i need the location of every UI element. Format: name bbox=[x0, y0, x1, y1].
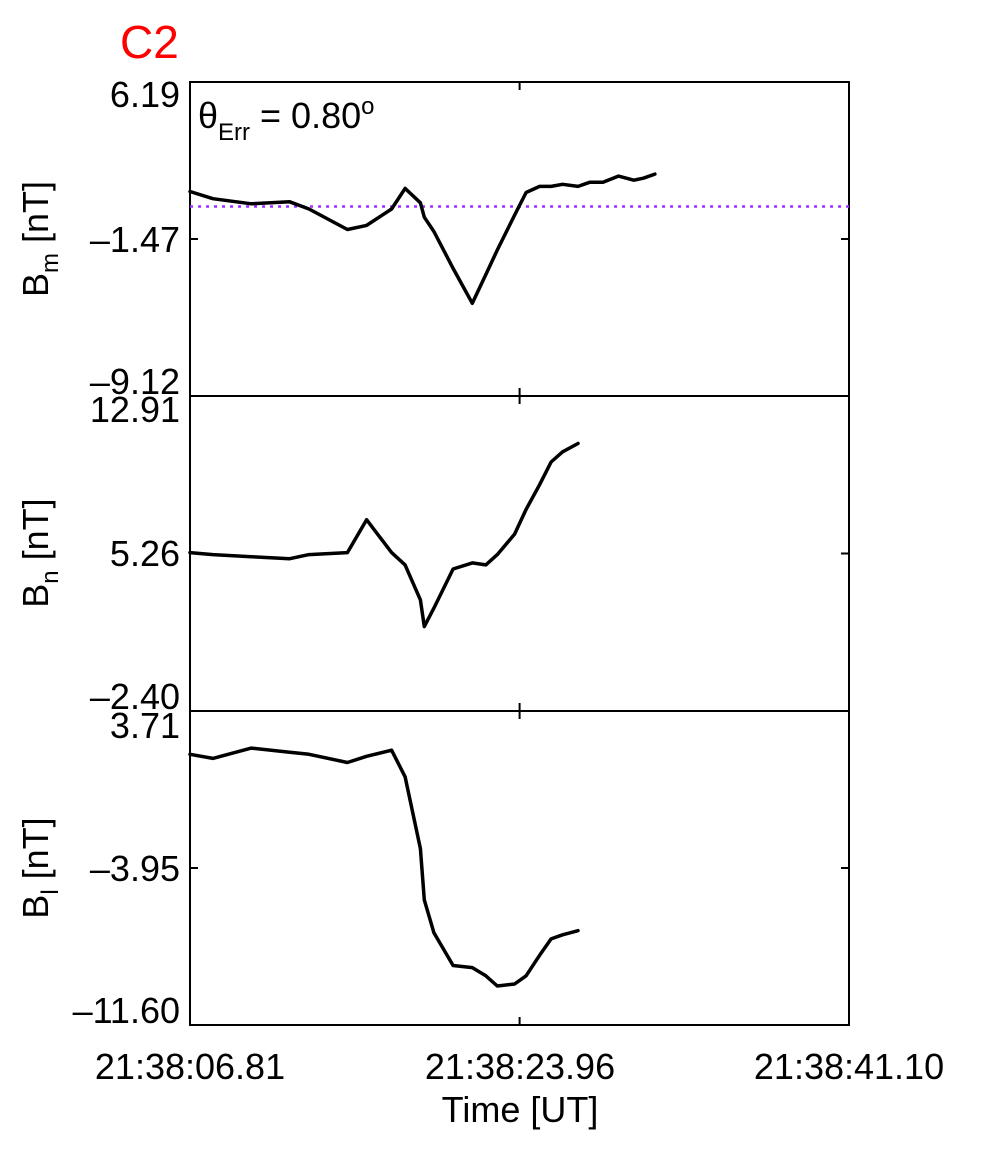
ytick-label-bm-top: 6.19 bbox=[110, 74, 180, 115]
xtick-label-end: 21:38:41.10 bbox=[754, 1046, 944, 1087]
ytick-label-bl-bottom: –11.60 bbox=[73, 990, 180, 1031]
ytick-label-bn-top: 12.91 bbox=[90, 389, 180, 430]
annotation-theta-subscript: Err bbox=[218, 119, 250, 146]
panel-bm: θErr = 0.80o Bm [nT] 6.19 –1.47 –9.12 bbox=[15, 74, 850, 402]
annotation-theta-superscript: o bbox=[361, 93, 374, 120]
plot-frame-bn bbox=[189, 395, 850, 712]
ylabel-bl-symbol: B bbox=[15, 895, 56, 919]
ytick-label-bn-bottom: –2.40 bbox=[90, 676, 180, 717]
x-axis-title: Time [UT] bbox=[442, 1089, 599, 1130]
plot-frame-bl bbox=[189, 710, 850, 1026]
ylabel-bn-subscript: n bbox=[37, 570, 64, 583]
panel-bn: Bn [nT] 12.91 5.26 –2.40 bbox=[15, 389, 850, 717]
panel-title: C2 bbox=[120, 16, 179, 68]
ylabel-bm: Bm [nT] bbox=[15, 181, 64, 297]
series-line-bn bbox=[188, 441, 580, 629]
annotation-theta-value: = 0.80 bbox=[250, 95, 361, 136]
ylabel-bm-symbol: B bbox=[15, 273, 56, 297]
annotation-theta: θErr = 0.80o bbox=[198, 93, 374, 146]
ylabel-bn: Bn [nT] bbox=[15, 498, 64, 607]
ylabel-bm-unit: [nT] bbox=[15, 181, 56, 253]
ytick-label-bm-bottom: –9.12 bbox=[90, 361, 180, 402]
annotation-theta-symbol: θ bbox=[198, 95, 218, 136]
ytick-label-bl-mid: –3.95 bbox=[90, 848, 180, 889]
ylabel-bl-subscript: l bbox=[37, 889, 64, 894]
chart-marks bbox=[188, 81, 850, 1026]
xtick-label-start: 21:38:06.81 bbox=[95, 1046, 285, 1087]
ylabel-bn-unit: [nT] bbox=[15, 498, 56, 570]
ytick-label-bn-mid: 5.26 bbox=[110, 533, 180, 574]
ylabel-bl-unit: [nT] bbox=[15, 817, 56, 889]
ylabel-bm-subscript: m bbox=[37, 253, 64, 273]
ytick-label-bl-top: 3.71 bbox=[110, 705, 180, 746]
xtick-label-mid: 21:38:23.96 bbox=[425, 1046, 615, 1087]
series-line-bm bbox=[188, 172, 657, 306]
ylabel-bl: Bl [nT] bbox=[15, 817, 64, 918]
ylabel-bn-symbol: B bbox=[15, 584, 56, 608]
ytick-label-bm-mid: –1.47 bbox=[90, 219, 180, 260]
panel-bl: Bl [nT] 3.71 –3.95 –11.60 bbox=[15, 705, 850, 1031]
series-line-bl bbox=[188, 746, 580, 988]
